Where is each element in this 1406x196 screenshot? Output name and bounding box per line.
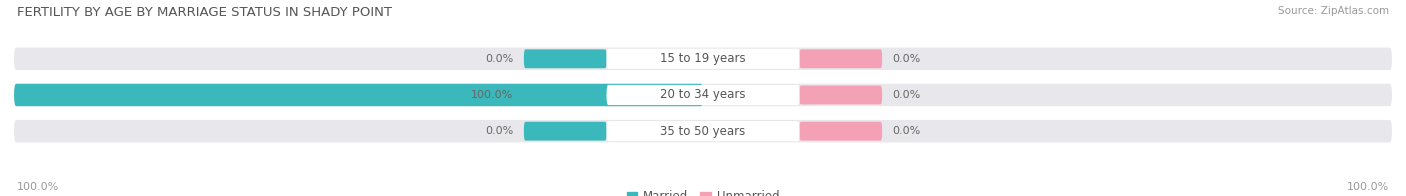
FancyBboxPatch shape [524, 49, 606, 68]
FancyBboxPatch shape [524, 86, 606, 104]
Text: 0.0%: 0.0% [893, 54, 921, 64]
Text: 100.0%: 100.0% [1347, 182, 1389, 192]
FancyBboxPatch shape [800, 122, 882, 141]
FancyBboxPatch shape [606, 85, 800, 105]
Text: FERTILITY BY AGE BY MARRIAGE STATUS IN SHADY POINT: FERTILITY BY AGE BY MARRIAGE STATUS IN S… [17, 6, 392, 19]
Text: 0.0%: 0.0% [893, 126, 921, 136]
Text: 0.0%: 0.0% [485, 54, 513, 64]
FancyBboxPatch shape [14, 120, 1392, 142]
Text: 15 to 19 years: 15 to 19 years [661, 52, 745, 65]
Text: 100.0%: 100.0% [471, 90, 513, 100]
FancyBboxPatch shape [14, 84, 1392, 106]
Text: 0.0%: 0.0% [485, 126, 513, 136]
Text: 35 to 50 years: 35 to 50 years [661, 125, 745, 138]
FancyBboxPatch shape [800, 86, 882, 104]
FancyBboxPatch shape [606, 121, 800, 141]
Text: 0.0%: 0.0% [893, 90, 921, 100]
Text: 100.0%: 100.0% [17, 182, 59, 192]
FancyBboxPatch shape [800, 49, 882, 68]
Legend: Married, Unmarried: Married, Unmarried [621, 186, 785, 196]
Text: Source: ZipAtlas.com: Source: ZipAtlas.com [1278, 6, 1389, 16]
FancyBboxPatch shape [524, 122, 606, 141]
FancyBboxPatch shape [606, 49, 800, 69]
Text: 20 to 34 years: 20 to 34 years [661, 88, 745, 102]
FancyBboxPatch shape [14, 84, 703, 106]
FancyBboxPatch shape [14, 48, 1392, 70]
